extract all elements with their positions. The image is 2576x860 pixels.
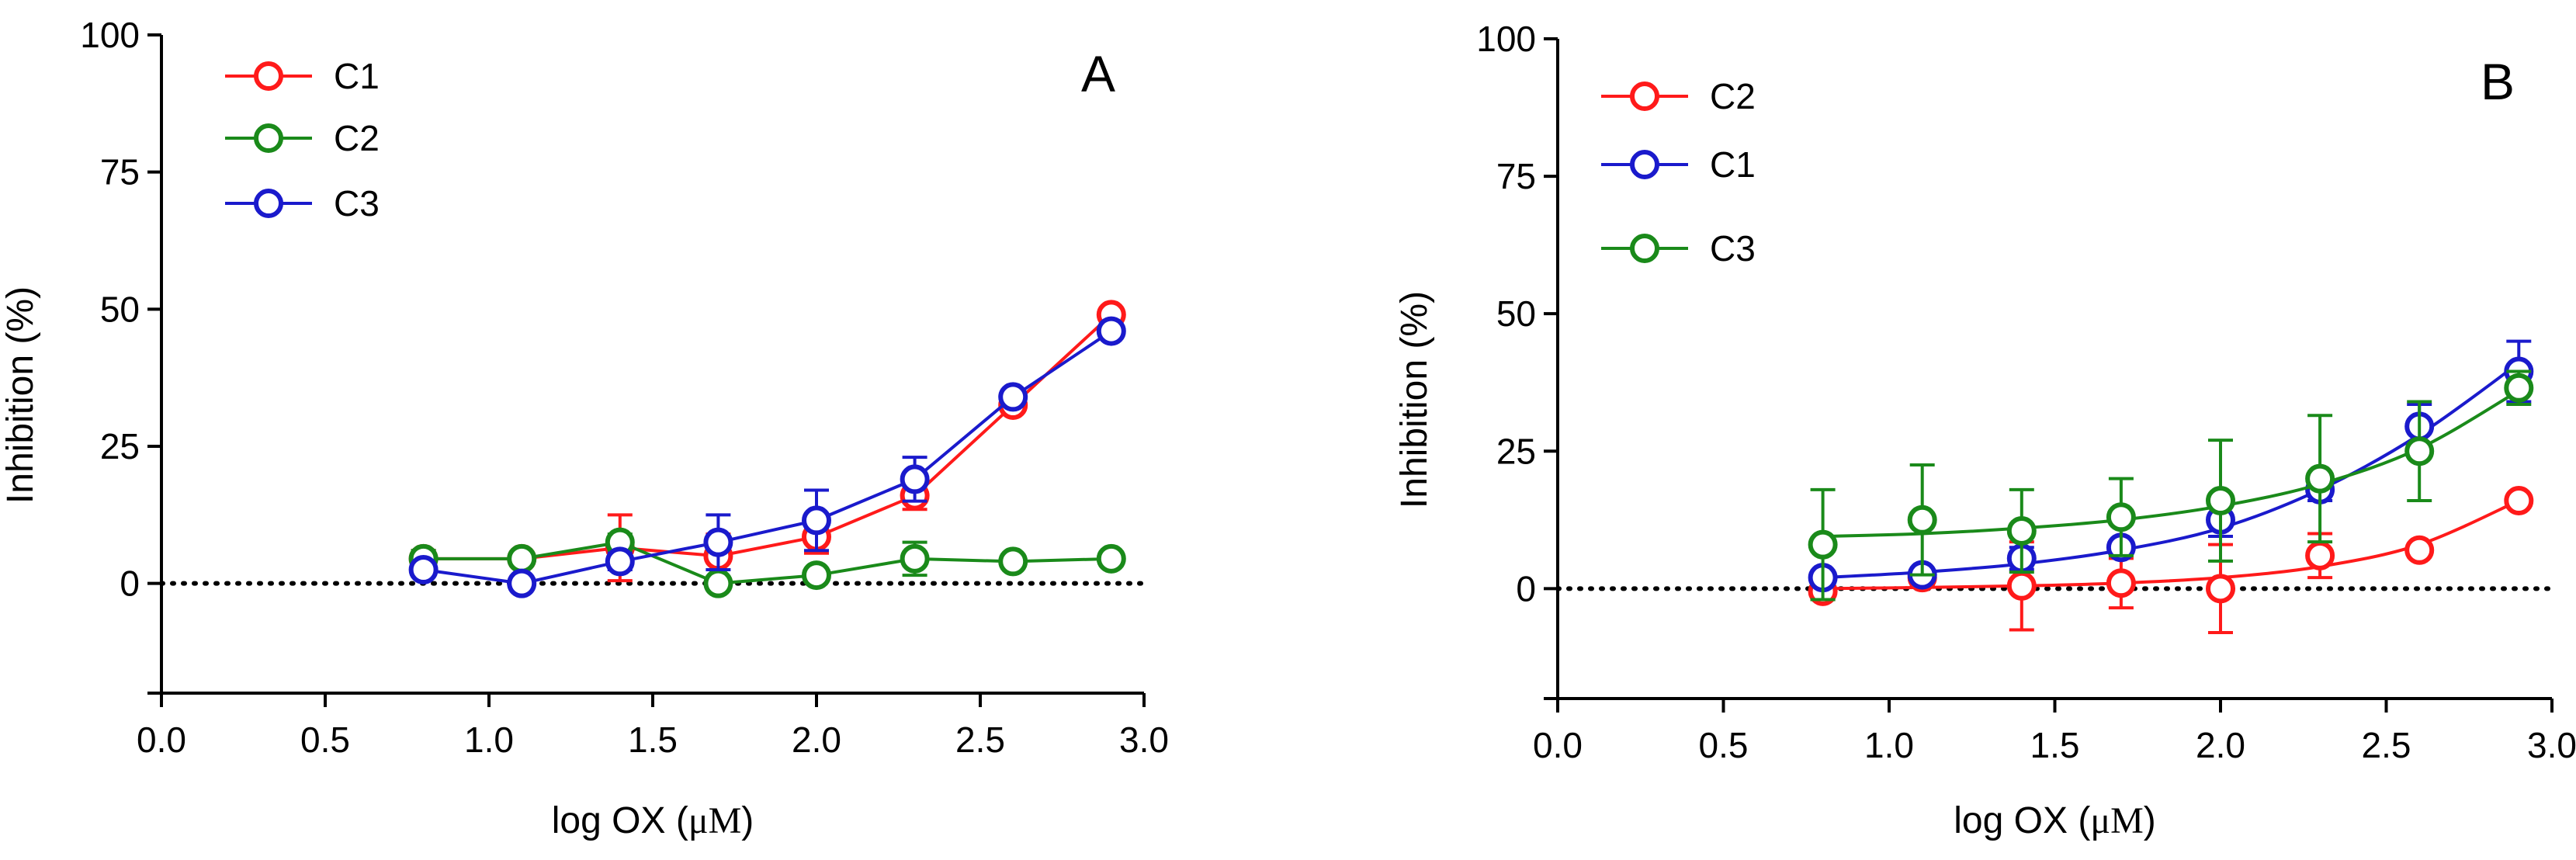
legend-marker <box>254 61 283 91</box>
data-point <box>2206 574 2235 604</box>
y-tick-label: 75 <box>100 152 140 192</box>
legend-marker <box>254 189 283 218</box>
data-point <box>507 568 537 598</box>
legend-marker <box>1630 81 1659 111</box>
data-point <box>900 543 930 574</box>
x-axis-title-text: log OX ( <box>552 800 688 841</box>
y-tick-label: 50 <box>1496 293 1536 334</box>
data-point <box>998 382 1028 412</box>
y-tick-label: 0 <box>1516 568 1536 609</box>
legend-label: C3 <box>334 183 380 224</box>
data-point <box>2006 570 2037 601</box>
x-tick-label: 0.0 <box>1533 725 1583 765</box>
x-tick-label: 0.5 <box>300 720 350 760</box>
x-tick-label: 2.0 <box>792 720 841 760</box>
panel-letter: B <box>2481 53 2515 110</box>
x-axis-title: log OX (μM) <box>552 800 754 841</box>
x-tick-label: 0.5 <box>1699 725 1749 765</box>
series-line <box>423 540 1111 585</box>
legend-marker <box>1630 150 1659 179</box>
data-point <box>1096 543 1126 574</box>
x-tick-label: 3.0 <box>2527 725 2576 765</box>
x-tick-label: 1.5 <box>628 720 678 760</box>
data-point <box>2404 535 2435 565</box>
data-point <box>703 568 733 598</box>
legend-label: C2 <box>1710 76 1756 116</box>
data-point <box>802 505 831 536</box>
series-c3 <box>1808 369 2534 602</box>
y-tick-label: 50 <box>100 289 140 329</box>
data-point <box>998 546 1028 577</box>
x-tick-label: 1.0 <box>464 720 514 760</box>
x-tick-label: 2.5 <box>2362 725 2411 765</box>
y-axis-title: Inhibition (%) <box>1394 291 1435 508</box>
legend-label: C2 <box>334 118 380 158</box>
x-axis-title-text: log OX ( <box>1954 800 2090 841</box>
data-point <box>1096 316 1126 346</box>
x-axis-title-close: ) <box>741 800 754 841</box>
data-point <box>2206 486 2235 515</box>
data-point <box>2504 373 2534 403</box>
data-point <box>1808 529 1838 560</box>
series-c1 <box>408 300 1126 583</box>
data-point <box>605 546 635 577</box>
panel-letter: A <box>1081 45 1115 102</box>
data-point <box>507 543 537 574</box>
y-tick-label: 25 <box>1496 431 1536 471</box>
data-point <box>900 464 930 494</box>
series-line <box>423 313 1113 560</box>
x-axis-title-unit: μM <box>2090 800 2143 841</box>
legend-label: C1 <box>1710 144 1756 185</box>
y-tick-label: 100 <box>1476 19 1536 59</box>
data-point <box>2305 463 2335 494</box>
x-tick-label: 3.0 <box>1119 720 1169 760</box>
x-tick-label: 2.5 <box>955 720 1005 760</box>
x-axis-title: log OX (μM) <box>1954 800 2155 841</box>
data-point <box>408 555 439 584</box>
legend-marker <box>1630 234 1659 263</box>
x-tick-label: 2.0 <box>2196 725 2245 765</box>
data-point <box>802 560 831 591</box>
x-axis-title-unit: μM <box>688 800 741 841</box>
panel-a: 0 25 50 75 100 0.0 0.5 1.0 1.5 2.0 2.5 3.0 log OX (μ… <box>0 15 1169 841</box>
x-tick-label: 0.0 <box>137 720 186 760</box>
y-axis-title: Inhibition (%) <box>0 286 41 504</box>
y-tick-label: 25 <box>100 426 140 466</box>
y-tick-label: 0 <box>120 564 140 604</box>
x-axis-title-close: ) <box>2144 800 2156 841</box>
data-point <box>2504 486 2534 515</box>
data-point <box>2404 436 2435 466</box>
x-tick-label: 1.0 <box>1864 725 1914 765</box>
data-point <box>2305 540 2335 570</box>
legend-label: C1 <box>334 56 380 96</box>
panel-b: 0 25 50 75 100 0.0 0.5 1.0 1.5 2.0 2.5 3.0 log OX (μ… <box>1394 19 2576 841</box>
data-point <box>2106 502 2136 532</box>
data-point <box>1907 505 1937 535</box>
data-point <box>2106 568 2136 598</box>
y-tick-label: 75 <box>1496 156 1536 196</box>
series-line <box>423 329 1112 585</box>
legend-label: C3 <box>1710 228 1756 269</box>
series-c3 <box>408 316 1126 598</box>
x-tick-label: 1.5 <box>2030 725 2080 765</box>
legend-marker <box>254 123 283 153</box>
data-point <box>703 527 733 557</box>
y-tick-label: 100 <box>80 15 140 55</box>
data-point <box>2006 515 2037 546</box>
